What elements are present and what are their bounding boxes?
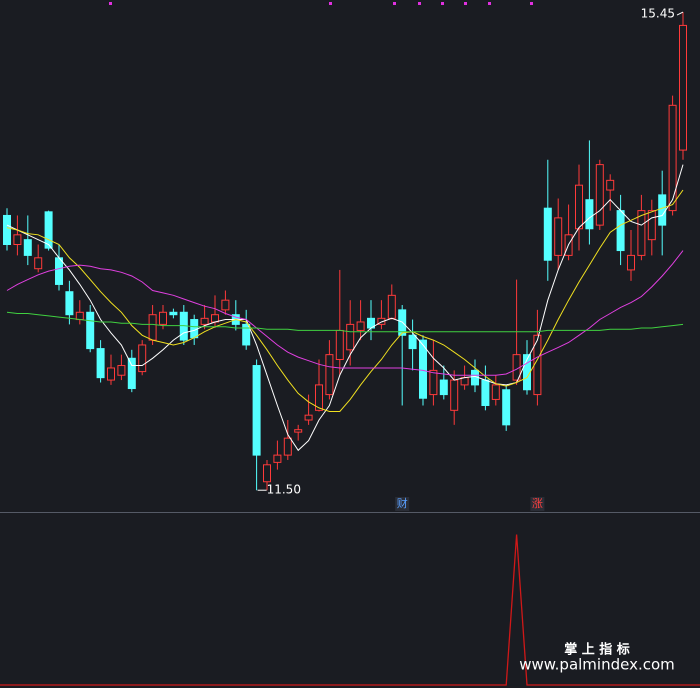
moving-average [6,189,684,412]
moving-average [6,250,684,376]
top-dots [109,2,533,5]
candle-body [429,369,438,396]
candle-body [491,384,500,400]
candle-body [543,207,552,261]
candle-body [377,317,386,325]
candle-body [169,311,178,316]
candle-body [637,210,646,256]
candle-body [107,367,115,381]
candle-body [658,194,667,226]
candle-body [200,317,209,325]
marker-label: 涨 [532,497,543,510]
candle-body [481,379,490,406]
candle-body [96,348,105,379]
candle-body [606,179,615,191]
candle-body [387,294,396,319]
marker-label: 财 [397,496,408,510]
candle-body [190,319,199,339]
candle-body [419,339,427,399]
candle-body [263,464,271,483]
candle-body [44,211,53,249]
candle-body [647,210,656,241]
candle-body [356,321,365,331]
candle-body [595,164,604,226]
candle-body [252,365,261,456]
candle-body [138,344,147,373]
candle-body [450,379,459,411]
candle-body [616,210,625,252]
candle-body [86,311,95,350]
candle-body [460,377,469,386]
candle-body [304,414,313,421]
candle-body [13,234,22,246]
watermark-title: 掌 上 指 标 [564,642,630,658]
candle-body [211,314,219,323]
annotation-arrow [676,11,684,16]
candle-body [325,354,334,396]
marker-box [530,497,545,511]
candle-body [75,311,84,321]
annotation-label: 11.50 [267,483,301,497]
candle-body [294,429,303,433]
candle-body [23,239,32,256]
candle-body [65,291,74,316]
candle-body [575,184,583,230]
candle-body [148,314,157,341]
candle-body [668,104,677,212]
annotation-label: 15.45 [641,7,675,21]
moving-average [6,311,684,333]
candle-body [679,24,687,151]
candle-body [585,199,594,230]
candle-body [346,323,355,351]
candle-body [159,311,167,325]
watermark-url: www.palmindex.com [519,656,675,674]
candle-body [3,214,11,246]
candle-body [439,379,448,396]
candle-body [34,257,43,270]
candle-body [627,254,635,271]
marker-box [395,497,410,511]
candle-body [408,334,417,350]
candle-body [554,217,563,256]
candle-body [117,365,126,376]
candle-body [242,323,251,346]
candle-body [315,384,323,411]
candle-body [502,389,511,426]
candle-body [283,437,292,456]
indicator-line [0,534,700,686]
candle-body [335,329,344,360]
candle-body [273,454,282,463]
moving-average [6,164,684,452]
candle-body [127,357,136,390]
candle-body [221,299,230,311]
candle-body [55,257,63,285]
